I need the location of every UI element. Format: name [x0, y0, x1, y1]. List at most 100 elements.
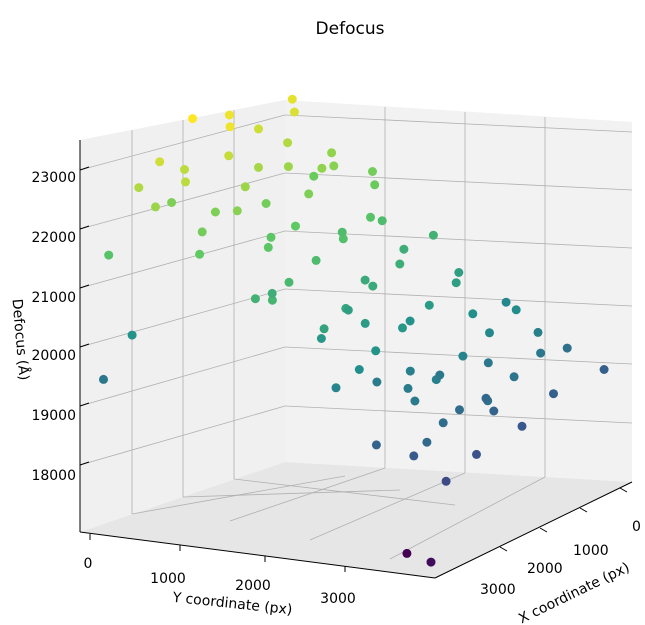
z-tick-mark — [79, 402, 90, 407]
data-point — [360, 318, 370, 328]
data-point — [533, 327, 543, 337]
data-point — [316, 334, 326, 343]
y-tick-labels: 0 1000 2000 3000 — [84, 556, 356, 607]
data-point — [319, 324, 329, 334]
data-point — [370, 180, 380, 190]
data-point — [409, 451, 419, 461]
data-point — [405, 366, 415, 376]
data-point — [438, 418, 448, 428]
data-point — [509, 372, 519, 382]
data-points — [99, 94, 609, 567]
grid-line — [79, 405, 286, 466]
z-tick-label: 23000 — [31, 170, 76, 186]
data-point — [181, 177, 190, 187]
data-point — [422, 437, 432, 447]
data-point — [398, 323, 407, 333]
data-point — [254, 162, 263, 172]
data-point — [240, 182, 250, 192]
data-point — [263, 242, 273, 252]
x-tick-label: 3000 — [480, 582, 516, 598]
y-tick-label: 3000 — [320, 591, 356, 607]
data-point — [267, 295, 277, 305]
data-point — [454, 268, 464, 277]
grid-line — [284, 114, 633, 133]
data-point — [549, 389, 558, 399]
tick-marks — [79, 166, 628, 572]
x-tick-mark — [619, 487, 628, 493]
data-point — [331, 383, 341, 393]
z-tick-mark — [79, 166, 90, 171]
data-point — [399, 244, 409, 254]
data-point — [371, 440, 381, 450]
data-point — [395, 259, 405, 269]
data-point — [287, 94, 297, 104]
data-point — [195, 249, 205, 259]
left-pane — [80, 100, 285, 532]
x-tick-label: 1000 — [573, 543, 609, 559]
x-tick-labels: 0 1000 2000 3000 — [480, 519, 641, 598]
data-point — [311, 255, 321, 265]
grid-line — [284, 405, 633, 424]
data-point — [309, 171, 319, 181]
z-tick-label: 21000 — [31, 290, 76, 306]
data-point — [291, 221, 300, 231]
data-point — [329, 161, 339, 171]
back-pane — [285, 100, 632, 482]
data-point — [284, 277, 294, 287]
data-point — [225, 122, 235, 132]
data-point — [599, 365, 609, 374]
grid-line — [79, 346, 286, 407]
y-tick-label: 0 — [84, 556, 93, 572]
data-point — [424, 300, 434, 310]
data-point — [188, 114, 198, 124]
data-point — [405, 316, 415, 326]
grid-line — [79, 230, 286, 289]
x-tick-label: 2000 — [527, 561, 563, 577]
data-point — [360, 275, 370, 285]
data-point — [517, 421, 527, 431]
data-point — [458, 351, 468, 361]
data-point — [354, 365, 364, 374]
data-point — [127, 330, 137, 340]
z-tick-mark — [79, 343, 90, 348]
data-point — [327, 148, 337, 158]
data-point — [254, 124, 263, 134]
y-tick-label: 2000 — [235, 578, 271, 594]
y-axis-label: Y coordinate (px) — [171, 590, 293, 619]
z-tick-labels: 18000 19000 20000 21000 22000 23000 — [31, 170, 76, 484]
grid-line — [309, 472, 466, 541]
grid-line — [79, 114, 286, 171]
data-point — [104, 250, 114, 260]
data-point — [267, 288, 277, 298]
data-point — [134, 183, 144, 193]
z-tick-mark — [79, 284, 90, 289]
data-point — [368, 281, 378, 291]
data-point — [197, 227, 207, 237]
data-point — [151, 202, 160, 212]
data-point — [377, 216, 387, 226]
data-point — [410, 396, 420, 406]
x-tick-label: 0 — [632, 519, 641, 535]
data-point — [441, 476, 451, 486]
axis-lines — [79, 140, 633, 579]
data-point — [317, 163, 327, 173]
data-point — [472, 449, 481, 459]
z-tick-label: 19000 — [31, 408, 76, 424]
data-point — [266, 232, 276, 242]
data-point — [366, 212, 375, 222]
data-point — [99, 374, 108, 384]
grid-line — [79, 172, 286, 230]
z-tick-mark — [79, 461, 90, 466]
grid-line — [79, 288, 286, 348]
data-point — [402, 548, 412, 558]
x-tick-mark — [539, 527, 548, 533]
z-tick-label: 22000 — [31, 230, 76, 246]
data-point — [468, 309, 478, 319]
data-point — [536, 348, 546, 358]
data-point — [372, 377, 382, 387]
z-tick-label: 18000 — [31, 468, 76, 484]
grid-line — [182, 489, 401, 498]
grid-line — [284, 288, 633, 307]
data-point — [283, 162, 293, 172]
